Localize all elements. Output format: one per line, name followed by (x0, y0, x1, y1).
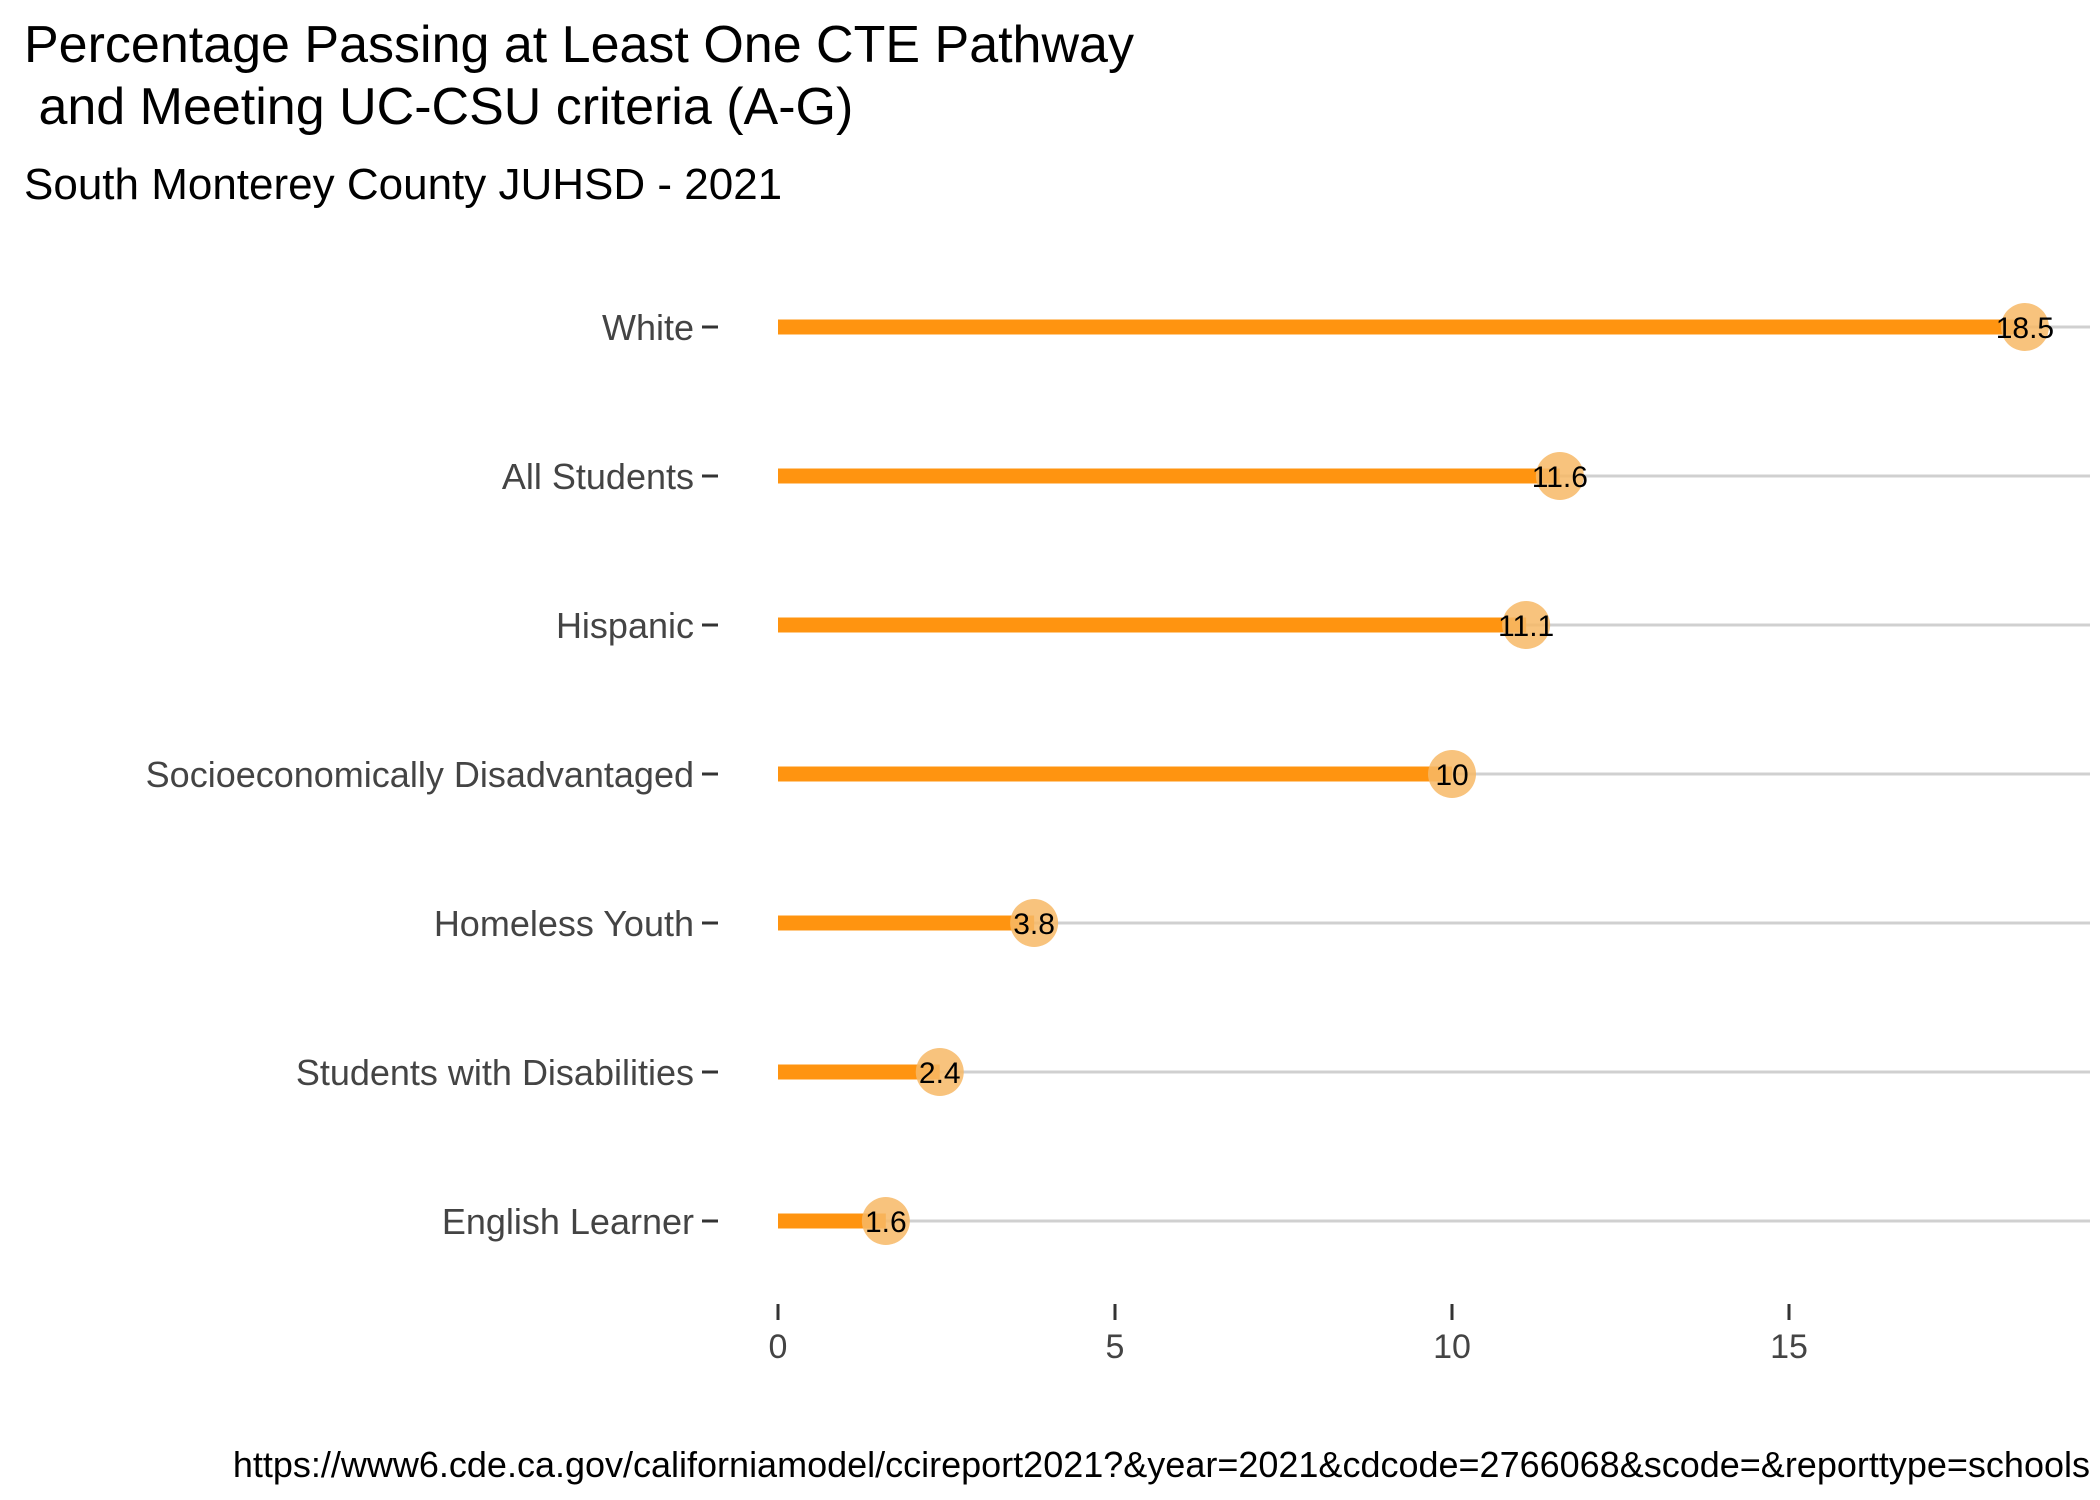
data-point (1502, 601, 1551, 649)
data-point (1535, 452, 1584, 500)
y-tick-label: All Students (502, 456, 694, 497)
y-tick-label: Homeless Youth (434, 903, 694, 944)
data-point (2000, 303, 2049, 351)
data-label: 1.6 (865, 1206, 907, 1239)
chart-title: Percentage Passing at Least One CTE Path… (24, 16, 1134, 136)
data-point (1010, 899, 1059, 947)
data-point (861, 1197, 910, 1245)
chart-subtitle: South Monterey County JUHSD - 2021 (24, 160, 783, 209)
data-label: 3.8 (1013, 908, 1055, 941)
data-label: 10 (1435, 759, 1468, 792)
data-point (915, 1048, 964, 1096)
data-label: 18.5 (1996, 312, 2054, 345)
data-point (1428, 750, 1476, 798)
data-label: 11.6 (1532, 461, 1588, 494)
y-tick-label: English Learner (442, 1201, 694, 1242)
x-tick-label: 15 (1770, 1328, 1808, 1366)
y-tick-label: White (602, 307, 694, 348)
x-tick-label: 5 (1106, 1328, 1125, 1366)
y-tick-label: Students with Disabilities (296, 1052, 694, 1093)
source-caption: https://www6.cde.ca.gov/californiamodel/… (232, 1444, 2090, 1485)
x-tick-label: 0 (769, 1328, 788, 1366)
x-tick-label: 10 (1433, 1328, 1471, 1366)
data-label: 11.1 (1498, 610, 1554, 643)
y-tick-label: Hispanic (556, 605, 694, 646)
y-tick-label: Socioeconomically Disadvantaged (146, 754, 694, 795)
data-label: 2.4 (919, 1057, 961, 1090)
